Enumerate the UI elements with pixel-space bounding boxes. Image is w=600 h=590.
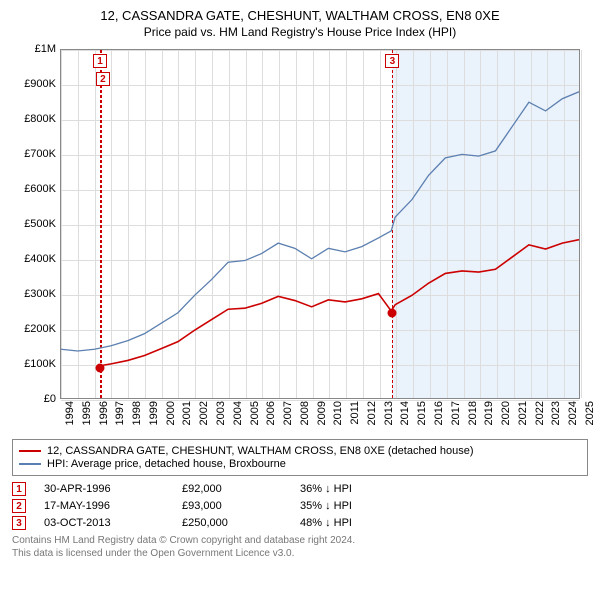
x-axis-label: 2012 [366,401,378,425]
transaction-row: 1 30-APR-1996 £92,000 36% ↓ HPI [12,482,588,496]
x-axis-label: 2020 [500,401,512,425]
legend-item: HPI: Average price, detached house, Brox… [19,458,581,470]
legend-item: 12, CASSANDRA GATE, CHESHUNT, WALTHAM CR… [19,445,581,457]
series-svg [61,50,579,398]
x-axis-label: 2004 [232,401,244,425]
x-axis-label: 2025 [584,401,596,425]
title-address: 12, CASSANDRA GATE, CHESHUNT, WALTHAM CR… [12,8,588,23]
plot-area: 1 2 3 [60,49,580,399]
y-axis-label: £100K [12,358,56,370]
x-axis-label: 2008 [299,401,311,425]
x-axis-label: 1996 [98,401,110,425]
transaction-marker: 2 [12,499,26,513]
legend-label: HPI: Average price, detached house, Brox… [47,458,286,470]
legend-swatch [19,463,41,465]
legend-swatch [19,450,41,452]
transaction-marker: 1 [12,482,26,496]
y-axis-label: £300K [12,288,56,300]
y-axis-label: £500K [12,218,56,230]
x-axis-label: 2017 [450,401,462,425]
y-axis-label: £1M [12,43,56,55]
chart-container: 12, CASSANDRA GATE, CHESHUNT, WALTHAM CR… [0,0,600,590]
y-axis-label: £700K [12,148,56,160]
y-axis-label: £900K [12,78,56,90]
transaction-delta: 36% ↓ HPI [300,483,352,495]
series-hpi [61,92,579,351]
x-axis-label: 2011 [349,401,361,425]
footer-line: This data is licensed under the Open Gov… [12,547,588,560]
x-axis-label: 1995 [81,401,93,425]
x-axis-label: 2021 [517,401,529,425]
x-axis-label: 2014 [399,401,411,425]
transaction-marker: 3 [12,516,26,530]
gridline-v [581,50,582,398]
chart-wrap: 1 2 3 £0 £100K £200K £300K £400K £500K £600K £700… [12,45,588,435]
x-axis-label: 2001 [181,401,193,425]
x-axis-label: 2022 [534,401,546,425]
y-axis-label: £200K [12,323,56,335]
x-axis-label: 2005 [249,401,261,425]
marker-box: 2 [96,72,110,86]
title-subtitle: Price paid vs. HM Land Registry's House … [12,25,588,39]
x-axis-label: 2007 [282,401,294,425]
transaction-price: £92,000 [182,483,282,495]
data-point-dot [388,308,397,317]
y-axis-label: £600K [12,183,56,195]
x-axis-label: 2015 [416,401,428,425]
y-axis-label: £0 [12,393,56,405]
transaction-date: 30-APR-1996 [44,483,164,495]
x-axis-label: 2016 [433,401,445,425]
legend: 12, CASSANDRA GATE, CHESHUNT, WALTHAM CR… [12,439,588,476]
x-axis-label: 1998 [131,401,143,425]
x-axis-label: 2013 [383,401,395,425]
transaction-price: £93,000 [182,500,282,512]
x-axis-label: 2002 [198,401,210,425]
series-subject [100,240,579,366]
x-axis-label: 2003 [215,401,227,425]
transaction-date: 17-MAY-1996 [44,500,164,512]
transaction-table: 1 30-APR-1996 £92,000 36% ↓ HPI 2 17-MAY… [12,482,588,530]
x-axis-label: 1997 [114,401,126,425]
transaction-row: 2 17-MAY-1996 £93,000 35% ↓ HPI [12,499,588,513]
transaction-row: 3 03-OCT-2013 £250,000 48% ↓ HPI [12,516,588,530]
x-axis-label: 2009 [316,401,328,425]
footer-line: Contains HM Land Registry data © Crown c… [12,534,588,547]
x-axis-label: 2006 [265,401,277,425]
x-axis-label: 1994 [64,401,76,425]
title-block: 12, CASSANDRA GATE, CHESHUNT, WALTHAM CR… [12,8,588,39]
x-axis-label: 2018 [467,401,479,425]
x-axis-label: 2000 [165,401,177,425]
data-point-dot [96,363,105,372]
x-axis-label: 2019 [483,401,495,425]
transaction-delta: 48% ↓ HPI [300,517,352,529]
marker-box: 1 [93,54,107,68]
footer: Contains HM Land Registry data © Crown c… [12,534,588,560]
transaction-date: 03-OCT-2013 [44,517,164,529]
y-axis-label: £400K [12,253,56,265]
marker-box: 3 [385,54,399,68]
x-axis-label: 1999 [148,401,160,425]
legend-label: 12, CASSANDRA GATE, CHESHUNT, WALTHAM CR… [47,445,474,457]
transaction-delta: 35% ↓ HPI [300,500,352,512]
transaction-price: £250,000 [182,517,282,529]
x-axis-label: 2010 [332,401,344,425]
y-axis-label: £800K [12,113,56,125]
x-axis-label: 2023 [550,401,562,425]
x-axis-label: 2024 [567,401,579,425]
